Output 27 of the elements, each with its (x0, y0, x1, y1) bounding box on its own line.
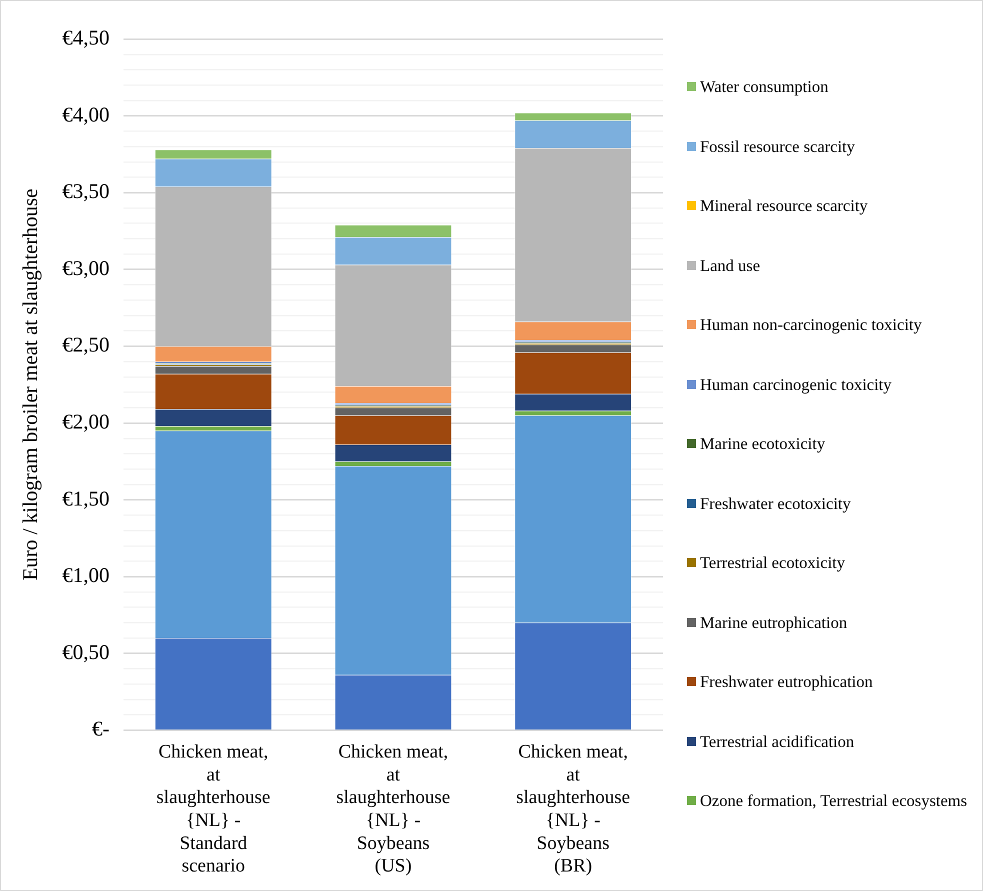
y-tick-label: €2,00 (62, 410, 110, 434)
y-tick-label: €3,00 (62, 256, 110, 280)
legend-label: Land use (700, 254, 760, 276)
x-tick-label: Chicken meat, at slaughterhouse {NL} - Soybeans (US) (336, 742, 450, 877)
legend-label: Fossil resource scarcity (700, 136, 855, 158)
legend-label: Freshwater eutrophication (700, 671, 873, 693)
legend-label: Freshwater ecotoxicity (700, 492, 851, 514)
y-tick-label: €- (92, 716, 110, 741)
x-tick-label: Chicken meat, at slaughterhouse {NL} - Standard scenario (156, 742, 270, 877)
legend-label: Marine ecotoxicity (700, 433, 826, 455)
legend-label: Terrestrial ecotoxicity (700, 552, 845, 574)
legend-label: Mineral resource scarcity (700, 195, 868, 217)
y-tick-label: €1,00 (62, 563, 110, 588)
legend-label: Human carcinogenic toxicity (700, 374, 892, 396)
y-tick-label: €4,50 (62, 26, 110, 50)
y-axis-title: Euro / kilogram broiler meat at slaughterhouse (18, 188, 42, 581)
y-tick-label: €2,50 (62, 332, 110, 357)
y-tick-label: €0,50 (62, 640, 110, 664)
y-tick-label: €3,50 (62, 179, 110, 204)
legend-label: Ozone formation, Terrestrial ecosystems (700, 790, 968, 812)
y-tick-label: €4,00 (62, 102, 110, 126)
legend-label: Marine eutrophication (700, 612, 848, 634)
legend-label: Human non-carcinogenic toxicity (700, 314, 922, 336)
legend-label: Water consumption (700, 76, 828, 98)
x-tick-label: Chicken meat, at slaughterhouse {NL} - Soybeans (BR) (516, 742, 630, 877)
y-tick-label: €1,50 (62, 486, 110, 510)
legend-label: Terrestrial acidification (700, 730, 854, 752)
